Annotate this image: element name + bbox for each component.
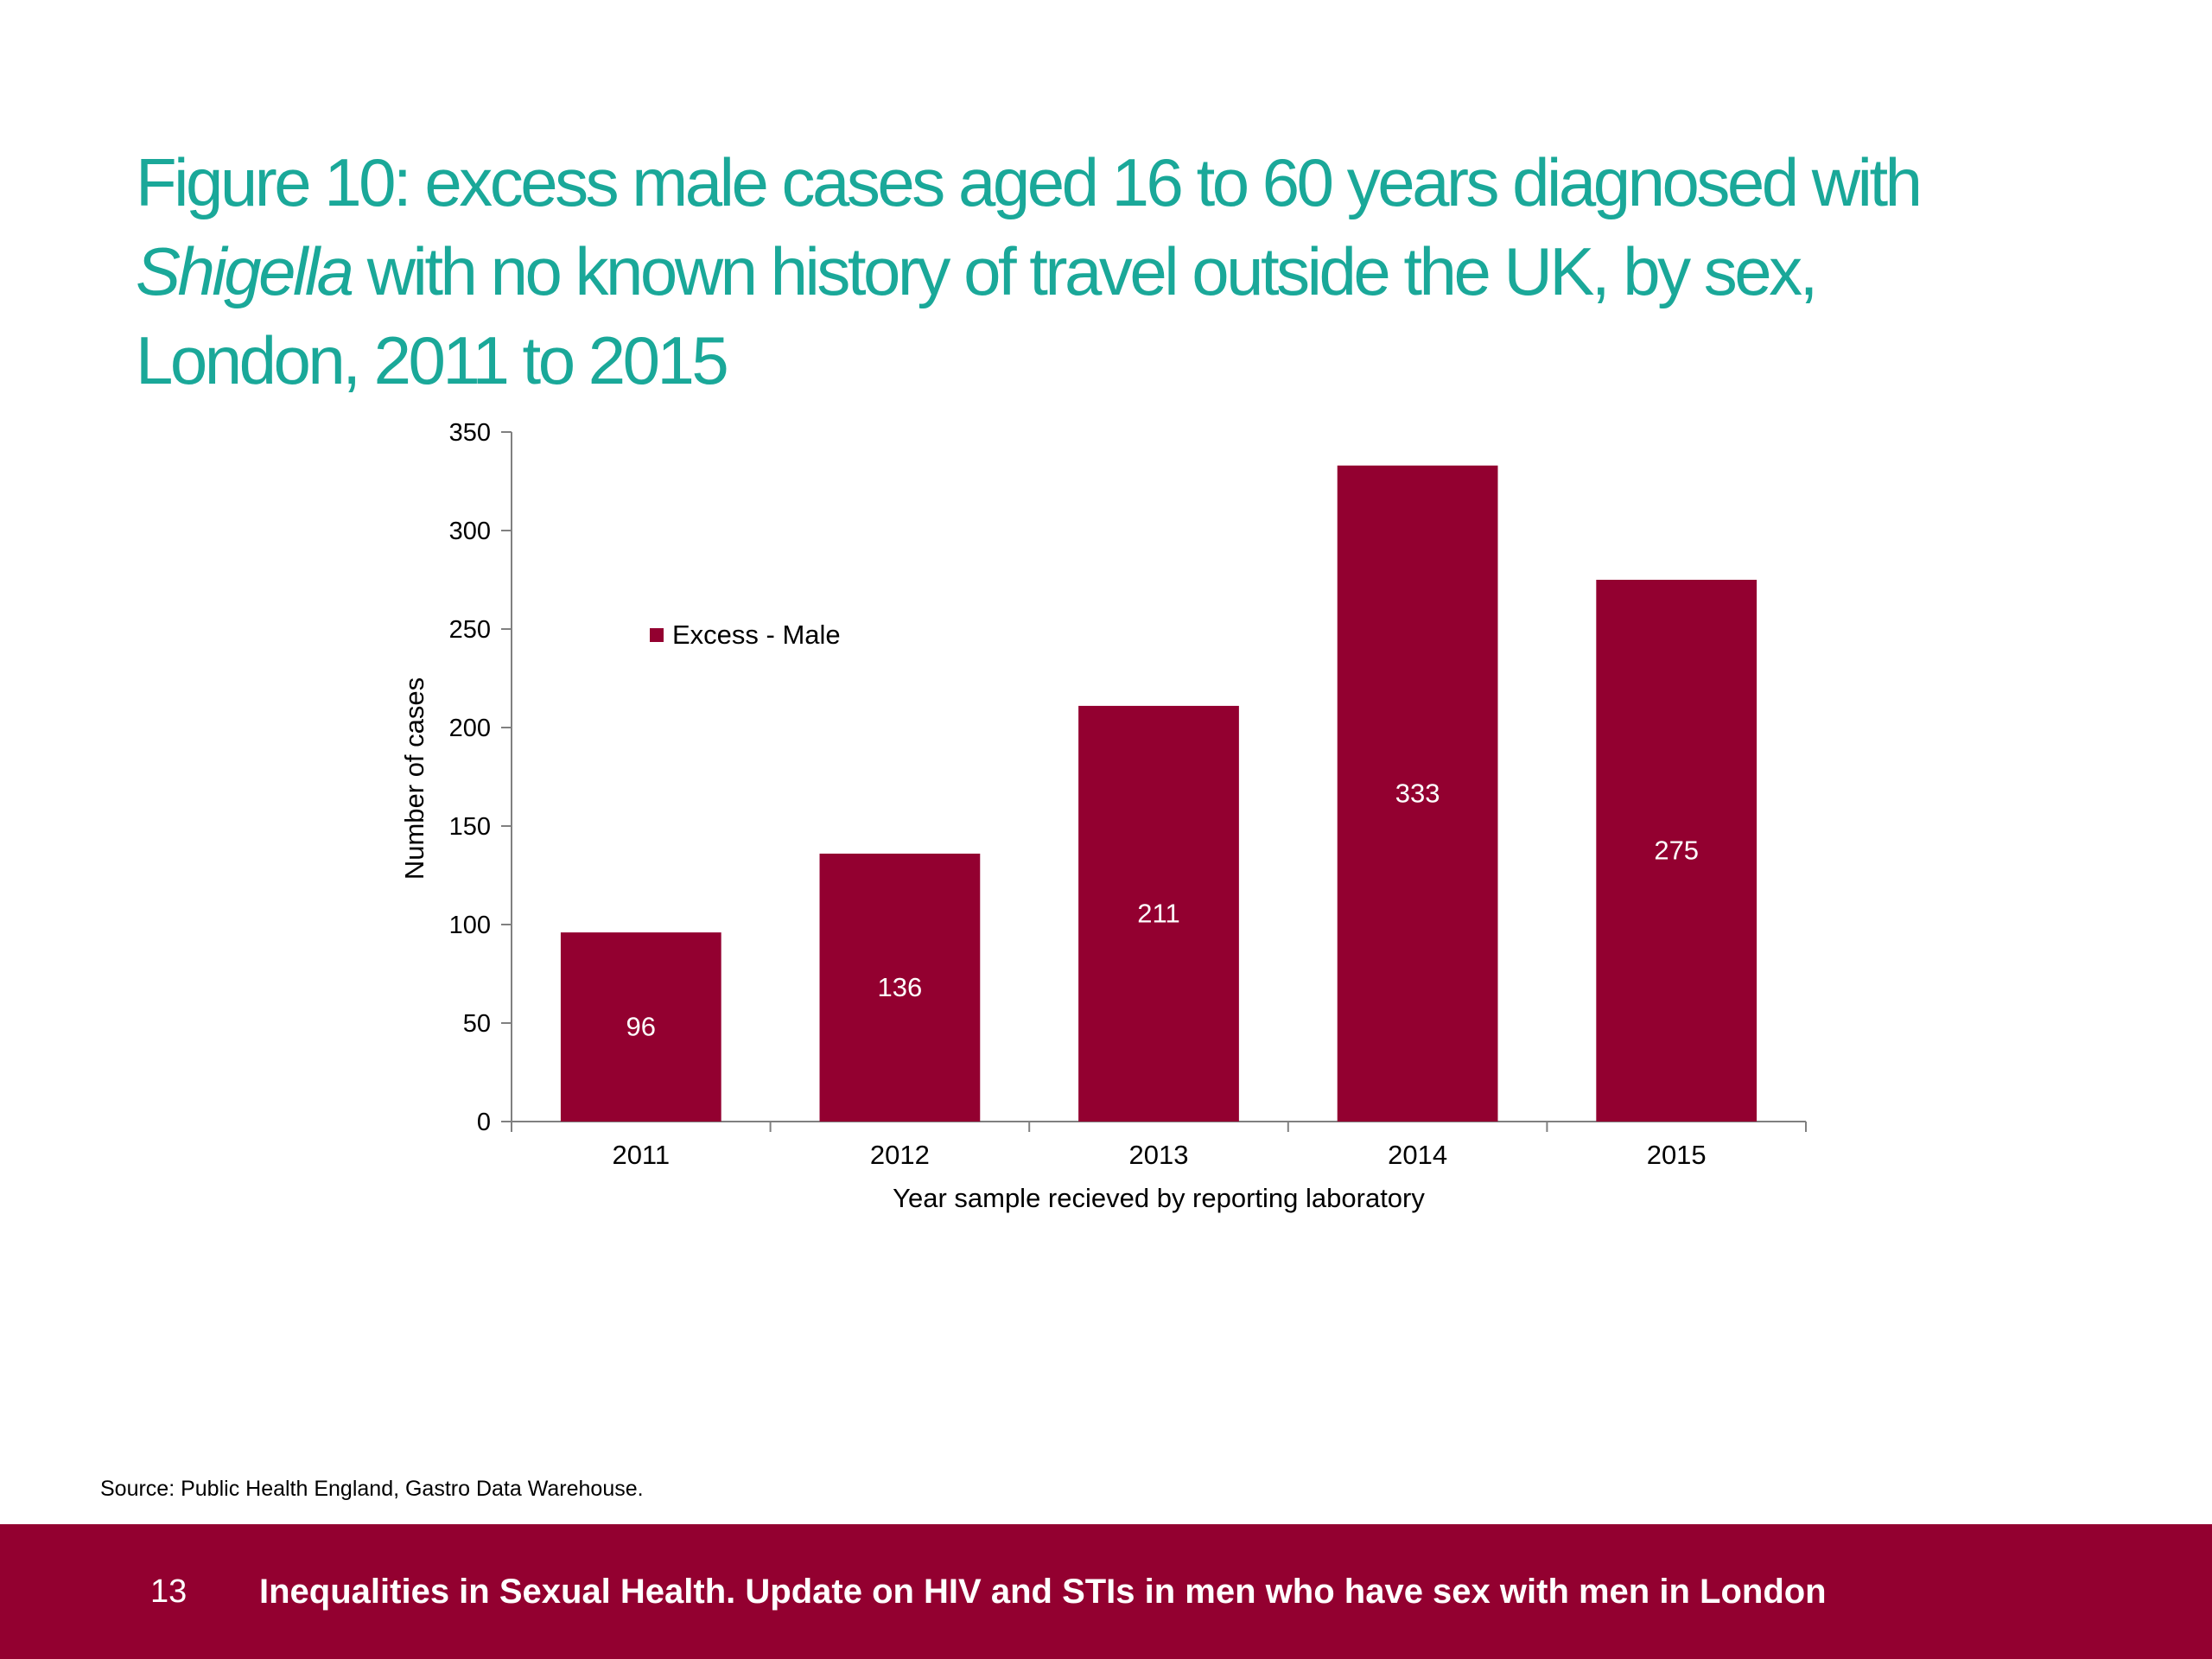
source-note: Source: Public Health England, Gastro Da… bbox=[100, 1477, 644, 1501]
footer-text: Inequalities in Sexual Health. Update on… bbox=[259, 1573, 1827, 1611]
bar bbox=[819, 853, 981, 1122]
bar bbox=[1078, 705, 1239, 1122]
y-tick-label: 250 bbox=[449, 616, 491, 644]
bar bbox=[560, 932, 721, 1122]
data-label: 211 bbox=[1137, 898, 1179, 928]
y-tick-label: 300 bbox=[449, 518, 491, 545]
y-tick-label: 150 bbox=[449, 813, 491, 841]
title-line-3: London, 2011 to 2015 bbox=[136, 322, 729, 398]
bar bbox=[1596, 580, 1758, 1122]
footer-bar: 13 Inequalities in Sexual Health. Update… bbox=[0, 1524, 2212, 1659]
page-title: Figure 10: excess male cases aged 16 to … bbox=[136, 138, 2140, 405]
bar bbox=[1337, 465, 1498, 1122]
data-label: 333 bbox=[1395, 778, 1440, 808]
legend-label: Excess - Male bbox=[672, 620, 841, 650]
x-tick-label: 2015 bbox=[1647, 1140, 1707, 1170]
x-tick-label: 2014 bbox=[1388, 1140, 1447, 1170]
data-label: 96 bbox=[626, 1012, 656, 1042]
title-italic-organism: Shigella bbox=[136, 233, 354, 309]
title-line-1: Figure 10: excess male cases aged 16 to … bbox=[136, 144, 1923, 220]
bar-chart: 0 50 100 150 200 250 300 350 96 2011 136 2012 211 201… bbox=[399, 419, 1807, 1213]
y-tick-label: 0 bbox=[477, 1109, 491, 1136]
data-label: 136 bbox=[878, 972, 923, 1002]
x-tick-label: 2012 bbox=[870, 1140, 930, 1170]
x-tick-label: 2013 bbox=[1129, 1140, 1189, 1170]
y-tick-label: 100 bbox=[449, 912, 491, 939]
data-label: 275 bbox=[1654, 836, 1699, 866]
legend-swatch bbox=[650, 628, 664, 642]
y-tick-label: 50 bbox=[463, 1010, 491, 1038]
title-line-2: with no known history of travel outside … bbox=[351, 233, 1819, 309]
page-number: 13 bbox=[150, 1573, 188, 1610]
x-tick-label: 2011 bbox=[612, 1140, 670, 1170]
y-tick-label: 200 bbox=[449, 715, 491, 742]
y-tick-label: 350 bbox=[449, 419, 491, 447]
x-axis-title: Year sample recieved by reporting labora… bbox=[893, 1183, 1425, 1213]
y-axis-title: Number of cases bbox=[399, 677, 429, 880]
